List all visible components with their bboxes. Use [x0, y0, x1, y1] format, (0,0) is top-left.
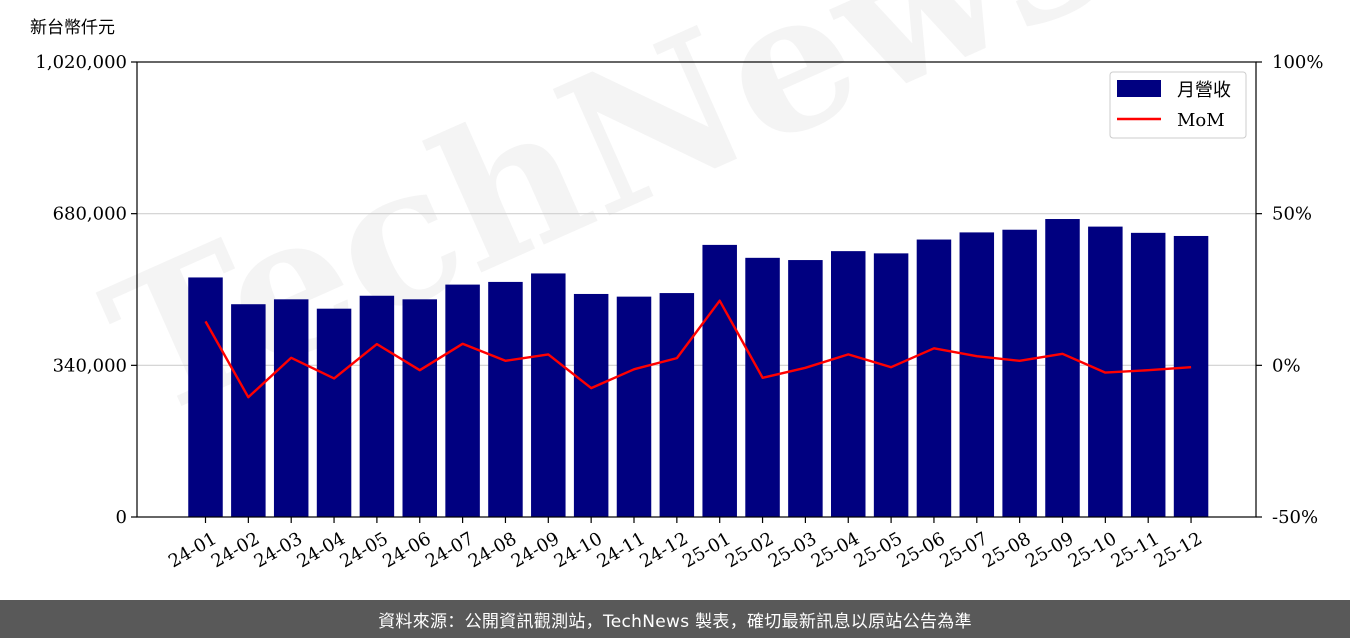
x-tick-label: 24-12: [636, 528, 691, 572]
y-left-tick-label: 0: [116, 507, 127, 528]
x-tick-label: 25-12: [1151, 528, 1206, 572]
bar-24-07: [445, 284, 480, 517]
bar-25-11: [1130, 232, 1166, 518]
y-left-tick-label: 340,000: [53, 355, 127, 376]
x-tick-label: 25-03: [765, 528, 820, 572]
y-right-tick-label: 100%: [1272, 52, 1323, 73]
bar-24-01: [188, 277, 223, 517]
y-unit-label: 新台幣仟元: [30, 18, 115, 38]
bar-24-10: [573, 293, 609, 517]
y-right-tick-label: 50%: [1272, 204, 1312, 225]
y-left-tick-label: 1,020,000: [35, 52, 127, 73]
source-footer: 資料來源：公開資訊觀測站，TechNews 製表，確切最新訊息以原站公告為準: [0, 600, 1350, 638]
x-tick-label: 24-02: [208, 528, 263, 572]
bar-25-07: [959, 232, 995, 517]
legend-label-revenue: 月營收: [1177, 80, 1231, 101]
revenue-mom-chart: TechNews 0340,000680,0001,020,000-50%0%5…: [30, 0, 1323, 572]
x-tick-label: 24-07: [422, 528, 477, 572]
x-tick-label: 24-09: [508, 528, 563, 572]
x-tick-label: 24-10: [551, 528, 606, 572]
bar-25-09: [1045, 219, 1080, 518]
x-tick-label: 24-08: [465, 528, 520, 572]
x-tick-label: 25-07: [936, 528, 991, 572]
y-right-tick-label: -50%: [1272, 507, 1318, 528]
mom-series-line: [204, 299, 1192, 399]
x-tick-label: 24-03: [251, 528, 306, 572]
bar-24-11: [616, 296, 652, 517]
bar-25-01: [702, 244, 737, 517]
x-tick-label: 24-11: [593, 528, 648, 572]
legend: 月營收 MoM: [1109, 71, 1247, 139]
revenue-bars: [188, 219, 1209, 518]
x-tick-label: 24-01: [165, 528, 220, 572]
x-tick-label: 25-09: [1022, 528, 1077, 572]
x-tick-label: 25-05: [851, 528, 906, 572]
x-tick-label: 25-02: [722, 528, 777, 572]
bar-24-12: [659, 293, 695, 517]
x-tick-label: 25-10: [1065, 528, 1120, 572]
bar-25-02: [745, 257, 780, 517]
x-tick-label: 25-04: [808, 528, 863, 572]
bar-24-06: [402, 299, 437, 517]
y-left-tick-label: 680,000: [53, 204, 127, 225]
bar-24-02: [231, 304, 266, 517]
x-tick-label: 24-05: [336, 528, 391, 572]
bar-25-05: [873, 253, 909, 517]
bar-24-03: [273, 299, 309, 517]
plot-frame: [136, 61, 1257, 518]
x-tick-label: 24-06: [379, 528, 434, 572]
x-tick-label: 24-04: [294, 528, 349, 572]
legend-label-mom: MoM: [1177, 110, 1225, 131]
bar-25-06: [916, 239, 952, 517]
bar-24-09: [531, 273, 566, 517]
bar-25-04: [831, 251, 866, 517]
x-tick-label: 25-01: [679, 528, 734, 572]
bar-25-03: [788, 260, 823, 517]
x-tick-label: 25-06: [893, 528, 948, 572]
y-right-tick-label: 0%: [1272, 355, 1301, 376]
legend-bar-swatch: [1117, 80, 1161, 97]
x-tick-label: 25-11: [1108, 528, 1163, 572]
bar-25-08: [1002, 229, 1037, 517]
bar-24-05: [359, 295, 395, 517]
bar-24-08: [488, 281, 523, 517]
bar-24-04: [316, 308, 352, 517]
bar-25-12: [1173, 235, 1209, 517]
mom-line: [204, 299, 1192, 399]
x-tick-label: 25-08: [979, 528, 1034, 572]
